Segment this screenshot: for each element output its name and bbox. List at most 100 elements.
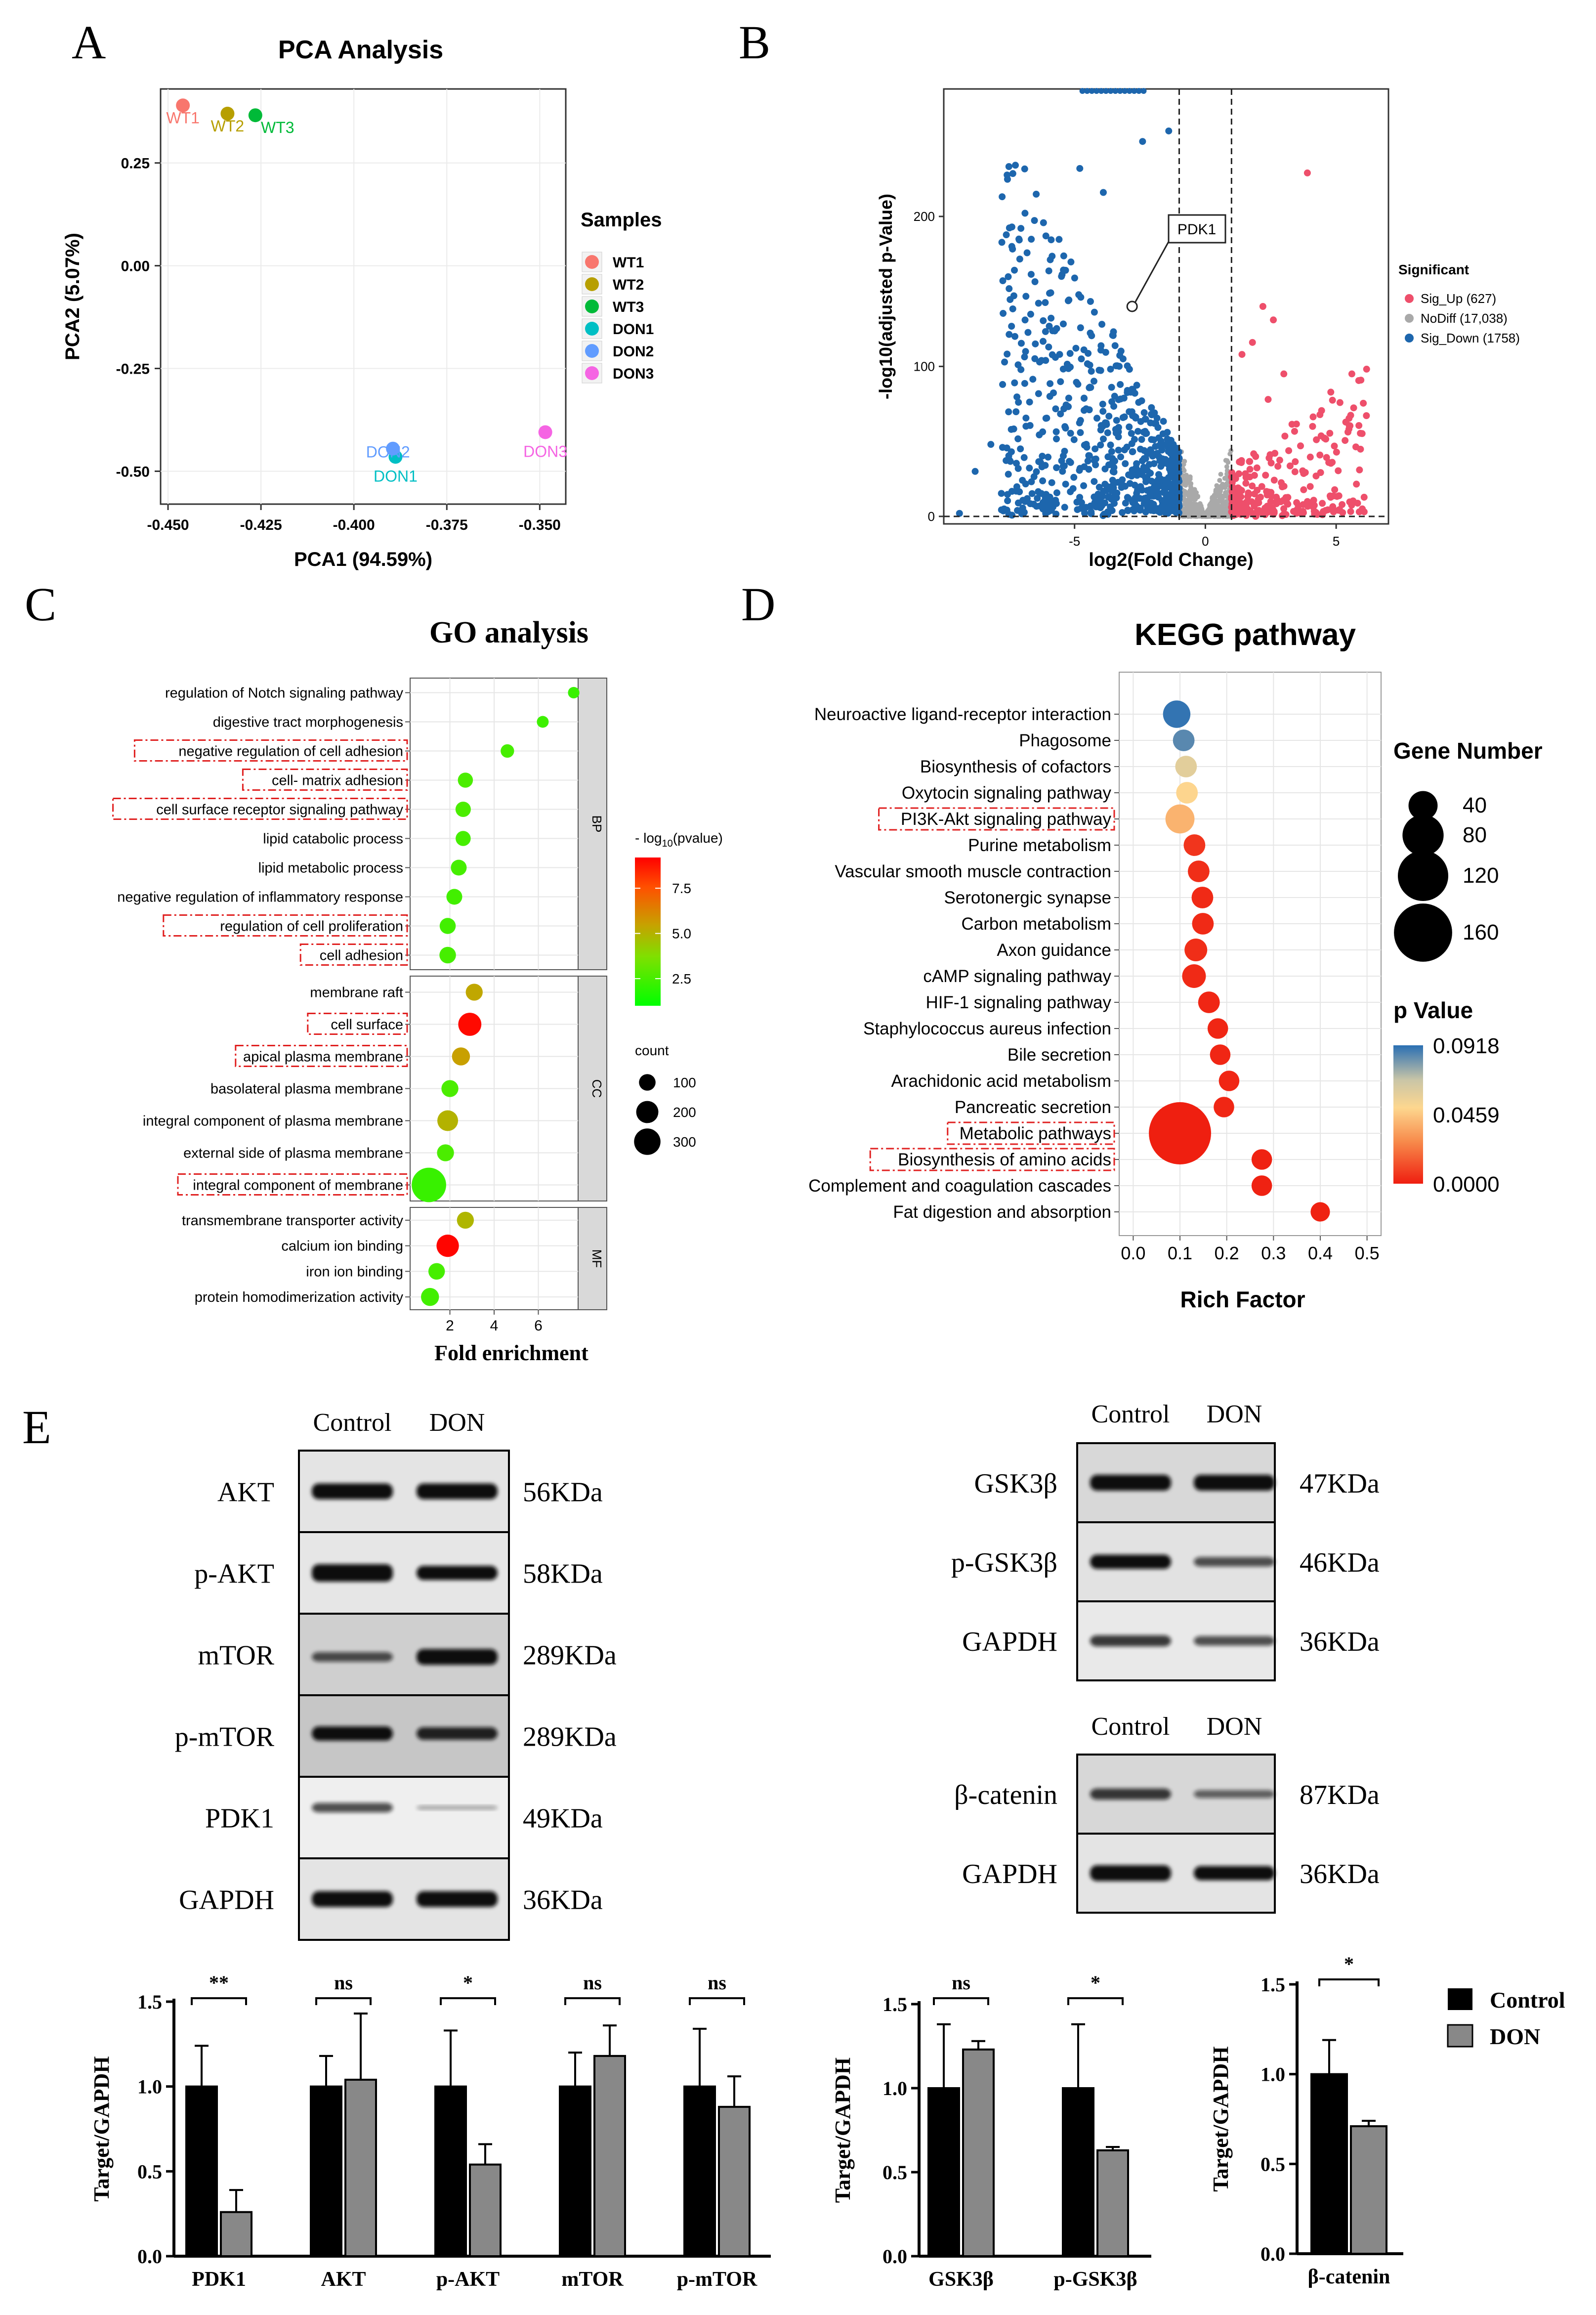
go-highlight-box <box>307 1013 408 1035</box>
pca-legend-swatch <box>585 300 599 313</box>
volcano-point-down <box>1109 482 1116 490</box>
volcano-point-down <box>1035 300 1042 307</box>
volcano-point-down <box>1005 408 1012 416</box>
volcano-point-up <box>1269 506 1276 513</box>
pca-y-tick-label: -0.25 <box>116 361 150 378</box>
kegg-point-axon-guidance <box>1184 939 1208 961</box>
volcano-point-nodiff <box>1221 512 1227 517</box>
pca-point-label: WT1 <box>166 109 200 127</box>
blot-label-catenin: β-catenin <box>954 1780 1057 1810</box>
volcano-point-down <box>1138 397 1145 404</box>
volcano-point-down <box>1048 507 1055 514</box>
go-strip-bp <box>578 678 607 970</box>
volcano-point-down <box>1153 415 1161 422</box>
kegg-term-label: Serotonergic synapse <box>944 888 1111 907</box>
kegg-point-oxytocin-signaling-pathway <box>1176 782 1198 804</box>
bar-category-label: p-mTOR <box>677 2268 757 2291</box>
volcano-point-up <box>1246 458 1254 465</box>
volcano-point-down <box>1081 510 1089 517</box>
volcano-point-down <box>1154 424 1162 431</box>
kegg-point-phagosome <box>1173 729 1195 751</box>
pca-grid <box>161 89 566 504</box>
volcano-point-up <box>1265 454 1273 462</box>
kegg-size-legend-label: 120 <box>1463 863 1499 888</box>
volcano-point-down <box>1023 249 1031 257</box>
blot-right-top: Control DON GSK3β 47KDa p-GSK3β 46KDa GAPDH 3… <box>951 1400 1380 1681</box>
go-term-label: cell surface <box>331 1017 403 1033</box>
volcano-point-up <box>1359 505 1366 513</box>
volcano-point-down <box>1125 471 1133 478</box>
volcano-point-down <box>1019 504 1026 512</box>
blot-band-don <box>417 1566 498 1580</box>
volcano-point-down <box>1124 494 1131 501</box>
kegg-x-tick-label: 0.3 <box>1261 1243 1286 1263</box>
volcano-point-up <box>1360 494 1368 501</box>
volcano-point-up <box>1349 497 1357 505</box>
volcano-point-down <box>1009 245 1016 253</box>
volcano-point-down <box>1020 454 1028 461</box>
volcano-point-down <box>1062 480 1069 488</box>
volcano-point-down <box>1000 310 1007 317</box>
blot-band-control <box>312 1652 393 1662</box>
bar-y-tick-label: 1.0 <box>1260 2063 1285 2086</box>
blot-kda-gapdh: 36KDa <box>1300 1627 1380 1657</box>
volcano-point-down <box>1059 452 1067 460</box>
kegg-highlight-box <box>947 1121 1115 1145</box>
volcano-point-down <box>1117 453 1125 461</box>
kegg-colorbar-tick-label: 0.0000 <box>1433 1172 1500 1197</box>
kegg-size-title: Gene Number <box>1393 738 1543 764</box>
blot-band-don <box>1194 1790 1275 1798</box>
go-highlight-box <box>163 914 408 937</box>
volcano-point-down <box>1148 404 1155 411</box>
bar-y-tick-label: 0.5 <box>882 2161 907 2184</box>
volcano-point-down <box>1070 473 1078 481</box>
blot-band-don <box>1194 1557 1275 1567</box>
volcano-legend-swatch <box>1405 294 1414 303</box>
volcano-point-down <box>1057 378 1064 386</box>
volcano-point-down <box>1029 376 1037 383</box>
volcano-point-down <box>1107 441 1114 449</box>
go-size-legend-dot <box>636 1101 659 1123</box>
kegg-size-legend-dot <box>1408 791 1438 820</box>
volcano-point-down <box>1039 477 1047 484</box>
go-strip-label: MF <box>589 1249 604 1268</box>
kegg-color-title: p Value <box>1393 997 1473 1023</box>
go-size-title: count <box>635 1043 669 1058</box>
blot-band-control <box>312 1483 393 1500</box>
volcano-point-down <box>1004 350 1011 358</box>
volcano-point-up <box>1262 472 1269 479</box>
go-point-basolateral-plasma-membrane <box>441 1080 459 1097</box>
go-highlight-box <box>235 1045 408 1067</box>
volcano-point-down <box>1061 423 1069 430</box>
blot-band-control <box>1090 1475 1171 1491</box>
kegg-size-legend-label: 160 <box>1463 920 1499 944</box>
kegg-point-purine-metabolism <box>1183 834 1206 856</box>
pca-chart: PCA Analysis WT1 WT2 WT3 DON1 DON2 DON3 -0.45… <box>62 36 662 570</box>
volcano-x-label: log2(Fold Change) <box>1089 550 1254 570</box>
kegg-point-carbon-metabolism <box>1192 913 1214 935</box>
kegg-term-label: Complement and coagulation cascades <box>808 1176 1111 1196</box>
volcano-point-down <box>1065 296 1073 303</box>
volcano-point-up <box>1335 492 1343 500</box>
volcano-point-down <box>1028 490 1036 497</box>
volcano-point-up <box>1329 459 1336 466</box>
volcano-point-down <box>1092 445 1099 453</box>
pca-point-don3 <box>538 425 552 439</box>
pca-point-wt2 <box>220 106 235 121</box>
volcano-point-down <box>1053 435 1060 443</box>
blot-kda-gapdh: 36KDa <box>523 1885 603 1916</box>
bar-legend-don-swatch <box>1447 2024 1473 2048</box>
volcano-point-down <box>1101 465 1109 472</box>
bar-significance-label: * <box>1091 1972 1100 1994</box>
volcano-point-down <box>1070 436 1078 443</box>
volcano-point-up <box>1249 482 1256 490</box>
volcano-point-up <box>1253 510 1260 517</box>
volcano-point-down <box>1065 394 1072 402</box>
volcano-point-nodiff <box>1224 464 1229 470</box>
volcano-point-down <box>1012 408 1020 416</box>
volcano-point-nodiff <box>1188 485 1194 491</box>
go-color-title: - log10(pvalue) <box>635 830 723 849</box>
volcano-point-down <box>1006 285 1013 293</box>
volcano-point-down <box>1076 419 1083 427</box>
